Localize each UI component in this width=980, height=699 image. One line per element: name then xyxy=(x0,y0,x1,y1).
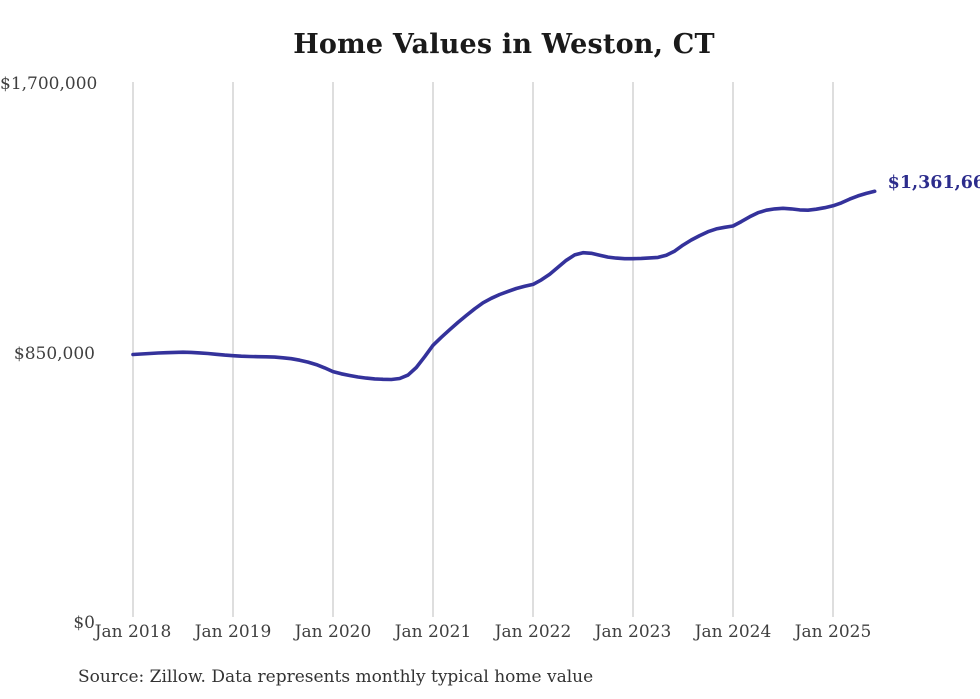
x-axis-label: Jan 2024 xyxy=(694,622,772,642)
x-axis-label: Jan 2020 xyxy=(294,622,372,642)
y-axis-label: $1,700,000 xyxy=(0,74,98,94)
source-note: Source: Zillow. Data represents monthly … xyxy=(78,667,594,687)
gridline-group xyxy=(132,82,834,617)
latest-value-label: $1,361,662 xyxy=(887,173,980,194)
chart-title: Home Values in Weston, CT xyxy=(293,29,715,60)
y-axis-label: $0 xyxy=(73,613,95,633)
x-axis-label: Jan 2025 xyxy=(794,622,872,642)
x-axis-label: Jan 2018 xyxy=(94,622,172,642)
x-axis-label: Jan 2019 xyxy=(194,622,272,642)
x-axis-label: Jan 2021 xyxy=(394,622,472,642)
y-axis-label: $850,000 xyxy=(13,343,95,364)
x-axis-label: Jan 2022 xyxy=(494,622,572,642)
x-axis-label: Jan 2023 xyxy=(594,622,672,642)
home-value-line xyxy=(131,189,877,382)
